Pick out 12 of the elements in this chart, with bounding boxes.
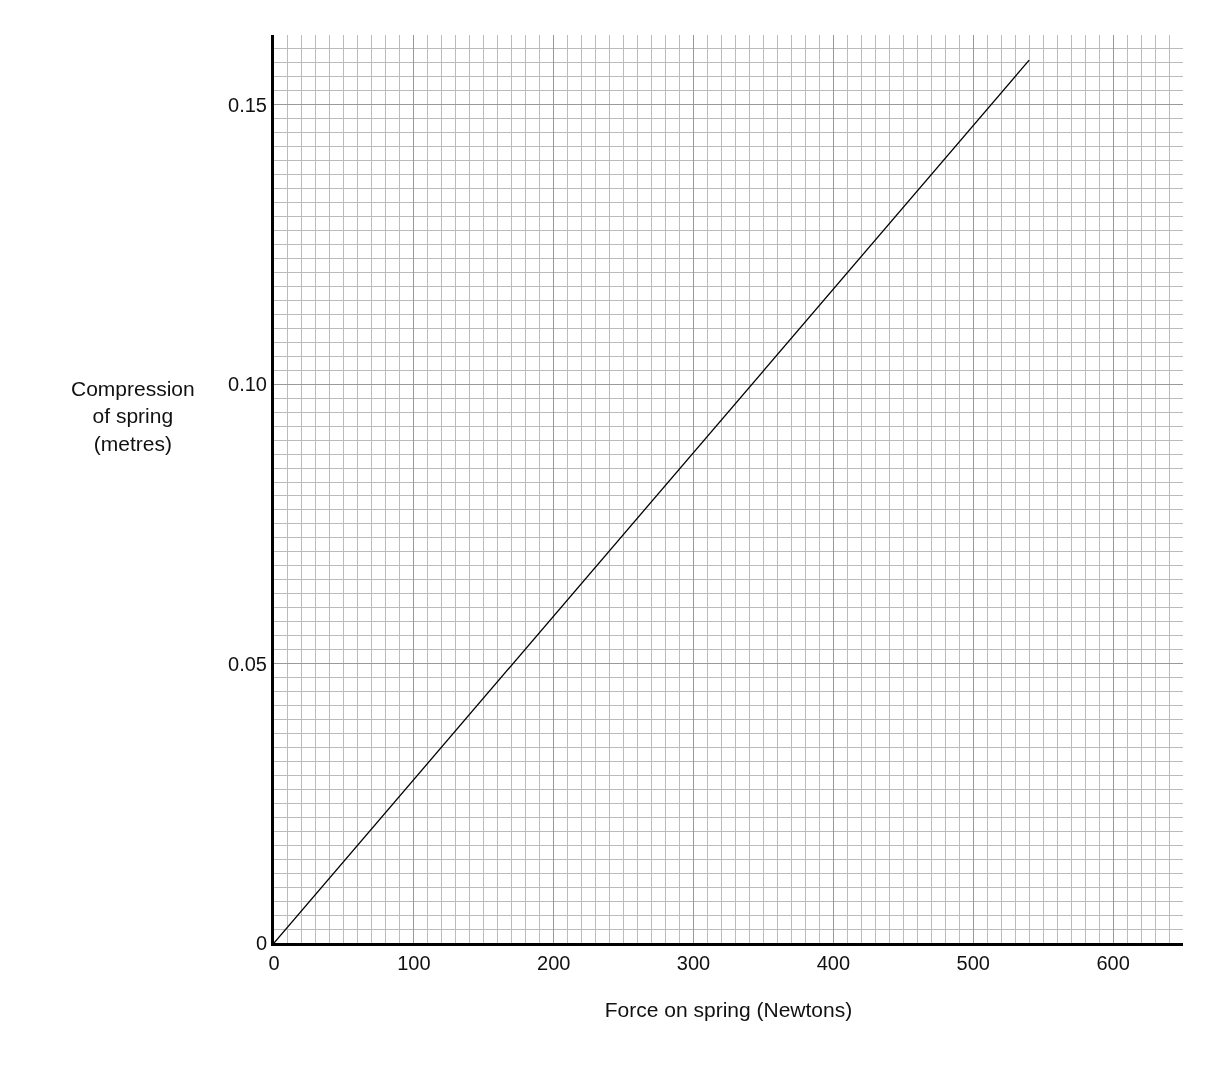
x-axis-title: Force on spring (Newtons) (604, 998, 853, 1022)
x-tick-label: 100 (397, 952, 431, 974)
x-tick-label: 500 (956, 952, 990, 974)
x-tick-label: 600 (1096, 952, 1130, 974)
y-tick-label: 0.15 (228, 93, 267, 116)
x-tick-label: 400 (816, 952, 851, 974)
y-tick-label: 0.10 (228, 373, 267, 396)
x-tick-label: 200 (537, 952, 571, 974)
x-tick-label: 300 (676, 952, 711, 974)
y-axis-title: Compression of spring (metres) (71, 377, 195, 455)
y-tick-label: 0 (255, 932, 267, 954)
y-tick-label: 0.05 (228, 652, 267, 675)
